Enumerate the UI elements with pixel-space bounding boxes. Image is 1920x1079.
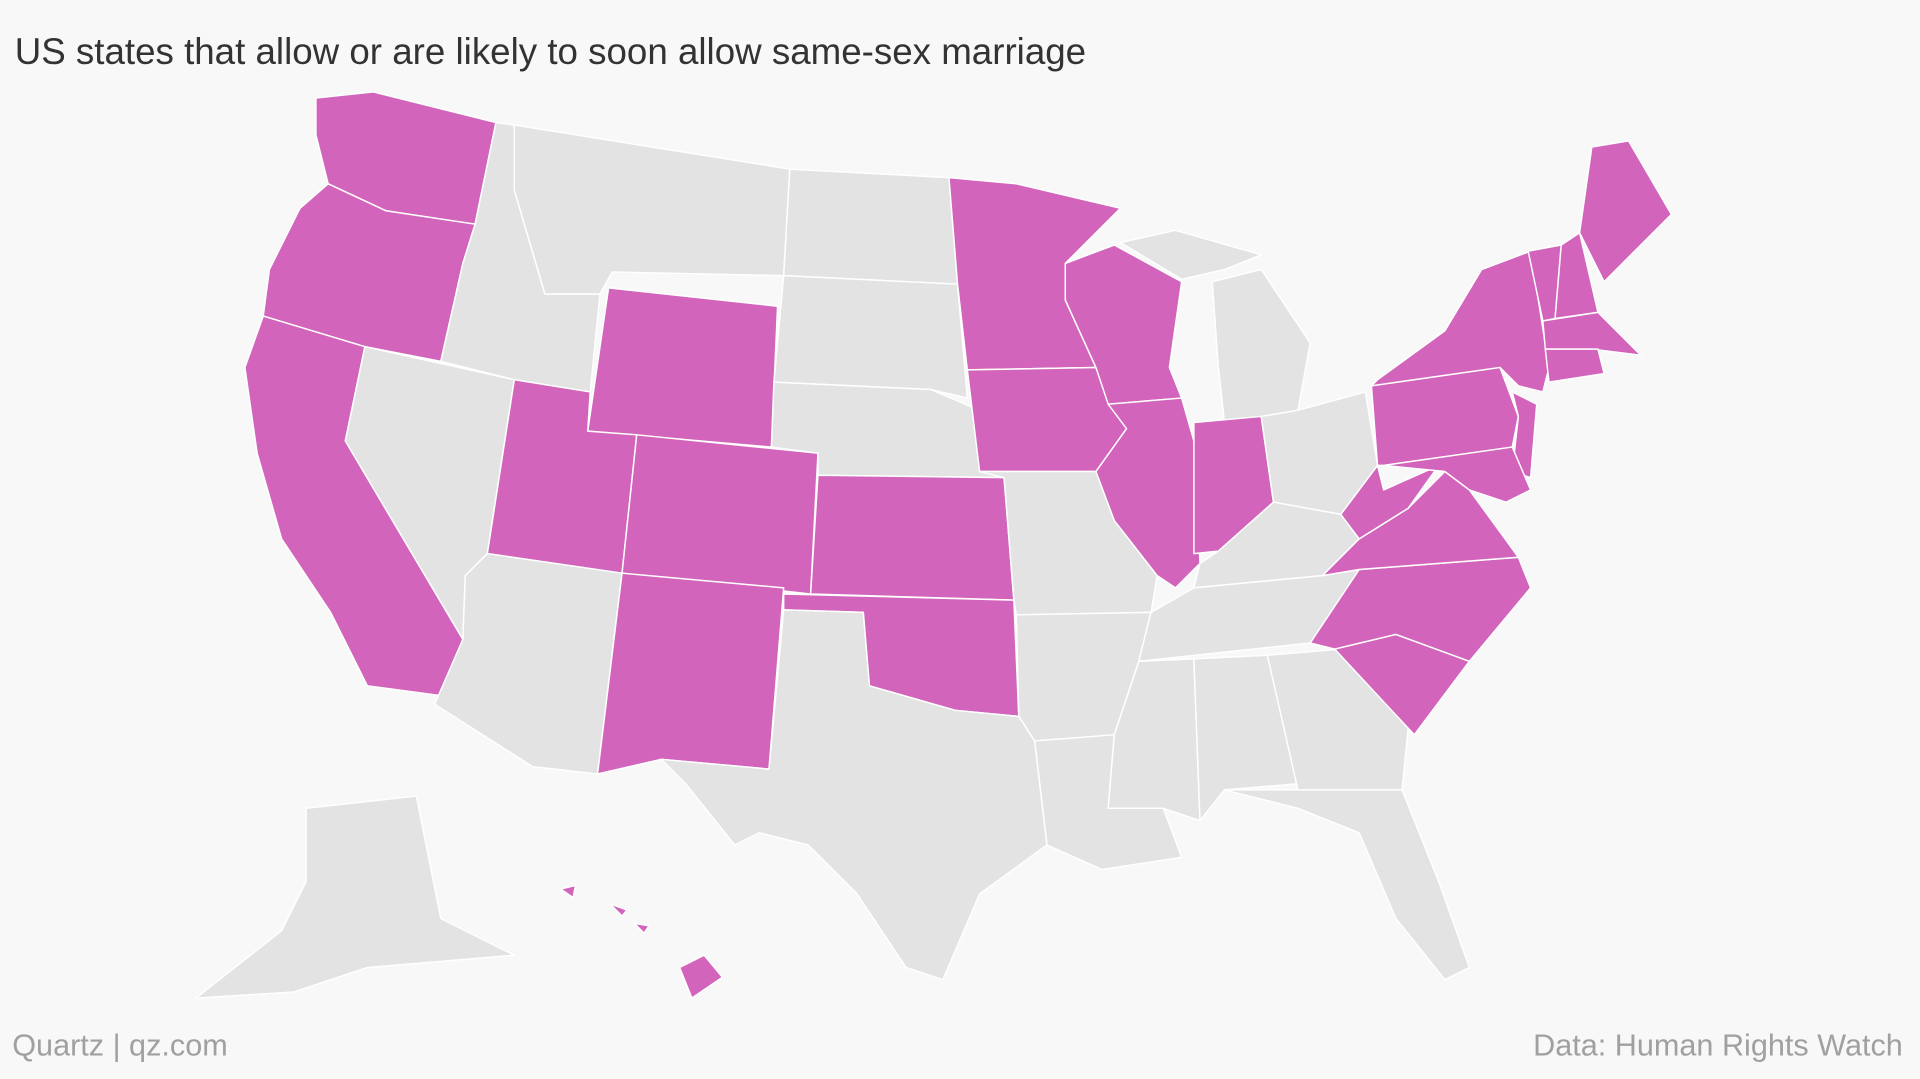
state-region	[1193, 654, 1299, 822]
state-region	[1578, 140, 1673, 283]
state-region	[1095, 397, 1201, 589]
states	[195, 91, 1673, 999]
state-region	[587, 287, 779, 448]
state-region	[1223, 789, 1471, 981]
state-region	[782, 168, 959, 285]
state-region	[773, 274, 969, 399]
state-region	[809, 474, 1015, 601]
map-title: US states that allow or are likely to so…	[15, 31, 1086, 72]
state-region	[560, 884, 724, 999]
state-region	[195, 795, 516, 999]
state-region	[596, 572, 785, 775]
state-region	[1370, 250, 1550, 393]
state-region	[1382, 446, 1532, 503]
state-region	[621, 434, 819, 595]
state-region	[660, 609, 1048, 981]
credit: Quartz | qz.com	[12, 1029, 227, 1063]
state-region	[1544, 348, 1605, 383]
source: Data: Human Rights Watch	[1533, 1029, 1903, 1063]
state-region	[262, 183, 476, 363]
state-region	[1266, 648, 1409, 791]
